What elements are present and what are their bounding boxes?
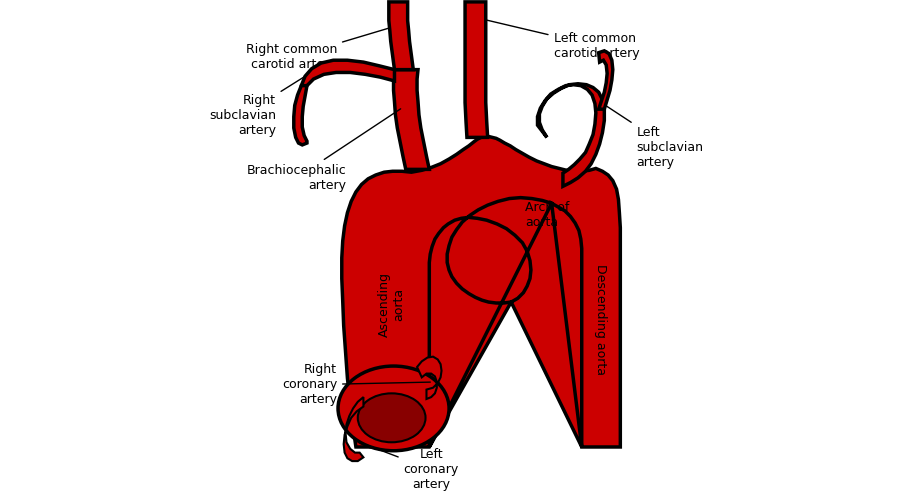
Ellipse shape [358, 393, 426, 442]
Text: Left
coronary
artery: Left coronary artery [359, 442, 459, 491]
Text: Right common
carotid artery: Right common carotid artery [246, 25, 399, 71]
Text: Right
coronary
artery: Right coronary artery [282, 363, 430, 406]
Text: Left
subclavian
artery: Left subclavian artery [597, 99, 703, 169]
Polygon shape [465, 2, 488, 137]
Polygon shape [537, 84, 604, 186]
Polygon shape [389, 2, 413, 70]
Ellipse shape [338, 366, 449, 451]
Polygon shape [293, 85, 307, 145]
Text: Brachiocephalic
artery: Brachiocephalic artery [247, 109, 400, 192]
Text: Descending aorta: Descending aorta [594, 263, 608, 374]
Polygon shape [302, 60, 394, 95]
Polygon shape [393, 70, 429, 169]
Polygon shape [417, 357, 442, 399]
Text: Right
subclavian
artery: Right subclavian artery [209, 64, 325, 137]
Polygon shape [598, 51, 613, 109]
Text: Ascending
aorta: Ascending aorta [378, 272, 406, 337]
Polygon shape [342, 136, 620, 447]
Text: Arch of
aorta: Arch of aorta [526, 202, 570, 229]
Text: Left common
carotid artery: Left common carotid artery [480, 18, 639, 60]
Polygon shape [344, 397, 364, 461]
